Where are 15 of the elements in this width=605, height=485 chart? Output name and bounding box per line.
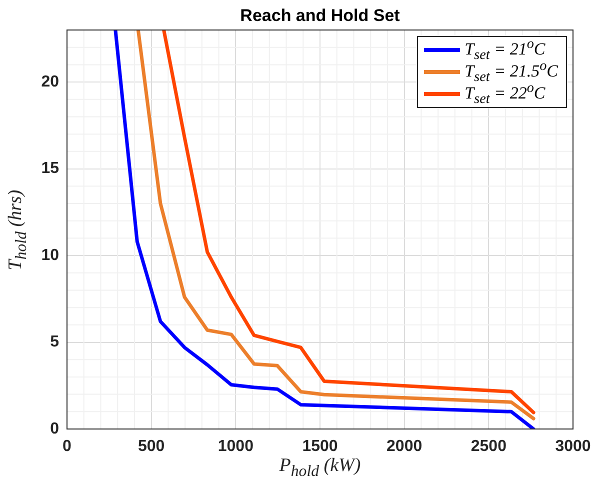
x-tick-label: 0 [62, 438, 72, 456]
x-tick-label: 2000 [386, 438, 422, 456]
chart-title: Reach and Hold Set [239, 6, 401, 26]
legend-label: T$_{set}$ = 21$^{o}$C [464, 36, 546, 64]
y-tick-label: 20 [41, 73, 60, 90]
y-tick-label: 10 [41, 246, 60, 264]
x-axis-title: P$_{hold}$ (kW) [278, 455, 362, 481]
y-tick-label: 0 [50, 420, 60, 438]
y-tick-label: 5 [50, 334, 60, 351]
x-tick-label: 500 [138, 438, 165, 456]
x-tick-label: 2500 [470, 438, 507, 456]
y-tick-label: 15 [41, 160, 60, 178]
x-tick-label: 1500 [302, 438, 338, 456]
x-tick-label: 1000 [218, 438, 254, 456]
x-tick-label: 3000 [555, 438, 591, 456]
